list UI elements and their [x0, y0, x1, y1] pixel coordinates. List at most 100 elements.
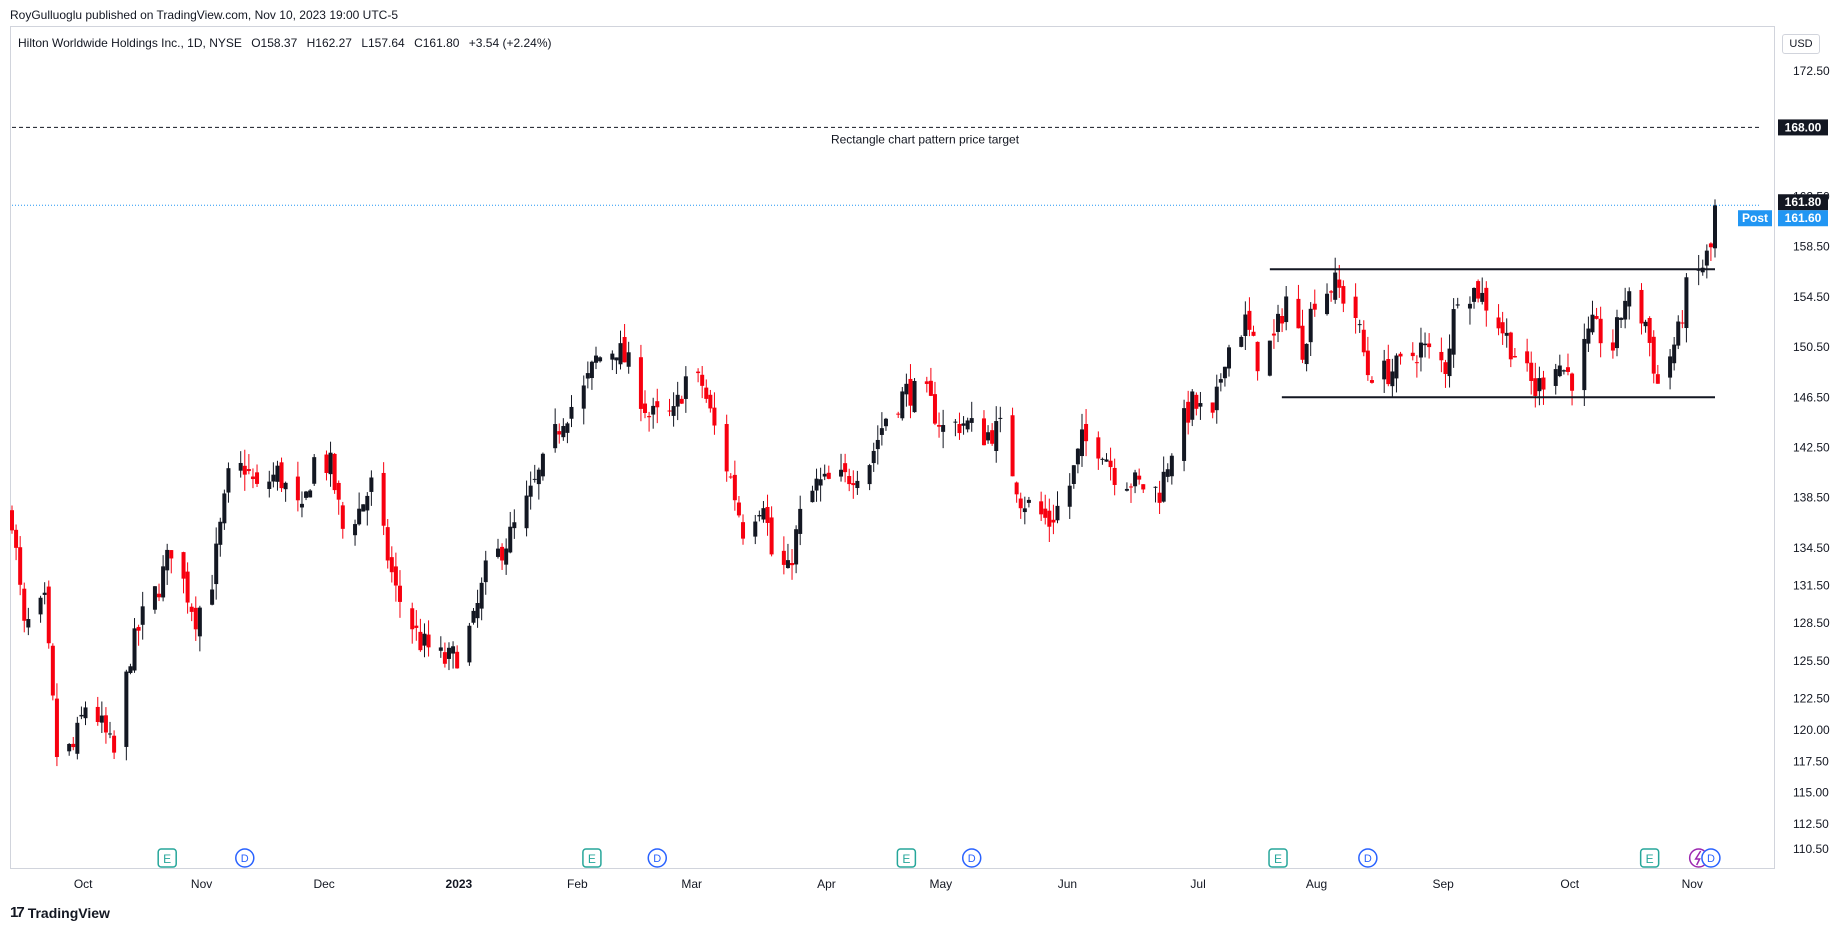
candle-body — [1353, 296, 1358, 318]
candle-body — [140, 606, 145, 625]
candle-body — [152, 586, 157, 610]
candle-body — [1169, 455, 1174, 477]
candle-body — [785, 560, 790, 569]
candle-body — [79, 714, 84, 717]
time-tick-label: Jun — [1058, 877, 1077, 891]
candle-body — [336, 482, 341, 500]
candle-body — [18, 547, 23, 585]
candle-body — [1239, 336, 1244, 347]
candle-body — [1022, 508, 1027, 513]
candle-body — [1186, 401, 1191, 423]
candle-body — [941, 425, 946, 432]
candle-body — [912, 380, 917, 413]
ohlc-high: H162.27 — [306, 36, 352, 50]
candle-body — [446, 647, 451, 659]
candle-body — [1447, 348, 1452, 377]
candle-body — [765, 506, 770, 523]
candle-body — [675, 394, 680, 407]
candle-body — [1684, 277, 1689, 329]
candle-body — [1051, 519, 1056, 523]
earnings-icon — [896, 848, 917, 868]
candle-body — [822, 473, 827, 477]
dividend-icon — [1358, 848, 1378, 868]
candle-body — [1472, 287, 1477, 302]
candle-body — [1627, 291, 1632, 307]
candle-body — [875, 439, 880, 450]
candle-body — [451, 646, 456, 654]
candle-body — [569, 406, 574, 419]
candle-body — [369, 477, 374, 492]
candle-body — [426, 634, 431, 648]
candle-body — [295, 476, 300, 501]
candle-body — [108, 733, 113, 735]
earnings-icon — [582, 848, 602, 868]
price-axis[interactable]: 172.50162.50158.50154.50150.50146.50142.… — [1738, 64, 1830, 856]
candle-body — [1251, 331, 1256, 336]
candle-body — [442, 652, 447, 664]
candle-body — [851, 483, 856, 486]
price-tick-label: 120.00 — [1793, 723, 1830, 737]
price-tick-label: 112.50 — [1793, 817, 1829, 831]
candle-body — [585, 373, 590, 379]
earnings-icon-letter: E — [163, 852, 171, 866]
candle-body — [304, 491, 309, 498]
candle-body — [712, 407, 717, 426]
candle-body — [1047, 510, 1052, 527]
candle-body — [724, 424, 729, 472]
candle-body — [732, 474, 737, 501]
candle-body — [75, 722, 80, 754]
candle-body — [238, 462, 243, 471]
currency-button[interactable]: USD — [1782, 34, 1820, 54]
earnings-icon-letter: E — [1274, 852, 1282, 866]
tradingview-logo[interactable]: 17 TradingView — [10, 904, 110, 921]
post-price-tag-bg — [1778, 210, 1828, 227]
candle-body — [1325, 293, 1330, 315]
candle-body — [1557, 365, 1562, 377]
candle-body — [1100, 458, 1105, 460]
candle-body — [924, 381, 929, 384]
split-bolt — [1694, 850, 1702, 866]
price-target-label: Rectangle chart pattern price target — [831, 132, 1020, 146]
time-axis[interactable]: Oct Nov Dec 2023 Feb Mar Apr May Jun Jul Aug Sep Oct… — [74, 877, 1703, 891]
candle-body — [1084, 423, 1089, 442]
candle-body — [1341, 286, 1346, 304]
time-tick-label: 2023 — [446, 877, 473, 891]
time-tick-label: Nov — [191, 877, 212, 891]
candle-body — [1537, 378, 1542, 392]
candle-body — [814, 478, 819, 491]
candle-body — [275, 465, 280, 482]
candle-body — [1296, 298, 1301, 329]
price-tick-label: 154.50 — [1793, 290, 1830, 304]
candle-body — [1525, 351, 1530, 364]
candle-body — [157, 593, 162, 598]
candle-body — [1582, 338, 1587, 391]
candle-body — [794, 529, 799, 565]
price-tick-label: 110.50 — [1793, 842, 1829, 856]
earnings-icon-letter: E — [902, 852, 910, 866]
candle-body — [169, 550, 174, 559]
candle-body — [1423, 343, 1428, 346]
dividend-icon — [235, 848, 255, 868]
candle-body — [50, 645, 55, 696]
candle-body — [655, 401, 660, 408]
candle-body — [389, 557, 394, 573]
candle-body — [393, 566, 398, 586]
candle-body — [71, 743, 76, 748]
candle-body — [1529, 362, 1534, 381]
candle-body — [1124, 488, 1129, 491]
candle-body — [753, 521, 758, 537]
last-price-tag: 161.80 — [1785, 195, 1822, 209]
candle-body — [1075, 448, 1080, 465]
candle-body — [46, 586, 51, 644]
time-tick-label: May — [929, 877, 952, 891]
candle-body — [1386, 359, 1391, 385]
candle-body — [1676, 321, 1681, 346]
candle-body — [696, 371, 701, 374]
candle-body — [1614, 317, 1619, 349]
candle-body — [598, 357, 603, 362]
candle-body — [10, 510, 14, 531]
candle-body — [1398, 353, 1403, 357]
candle-body — [528, 485, 533, 497]
candle-body — [1071, 465, 1076, 484]
